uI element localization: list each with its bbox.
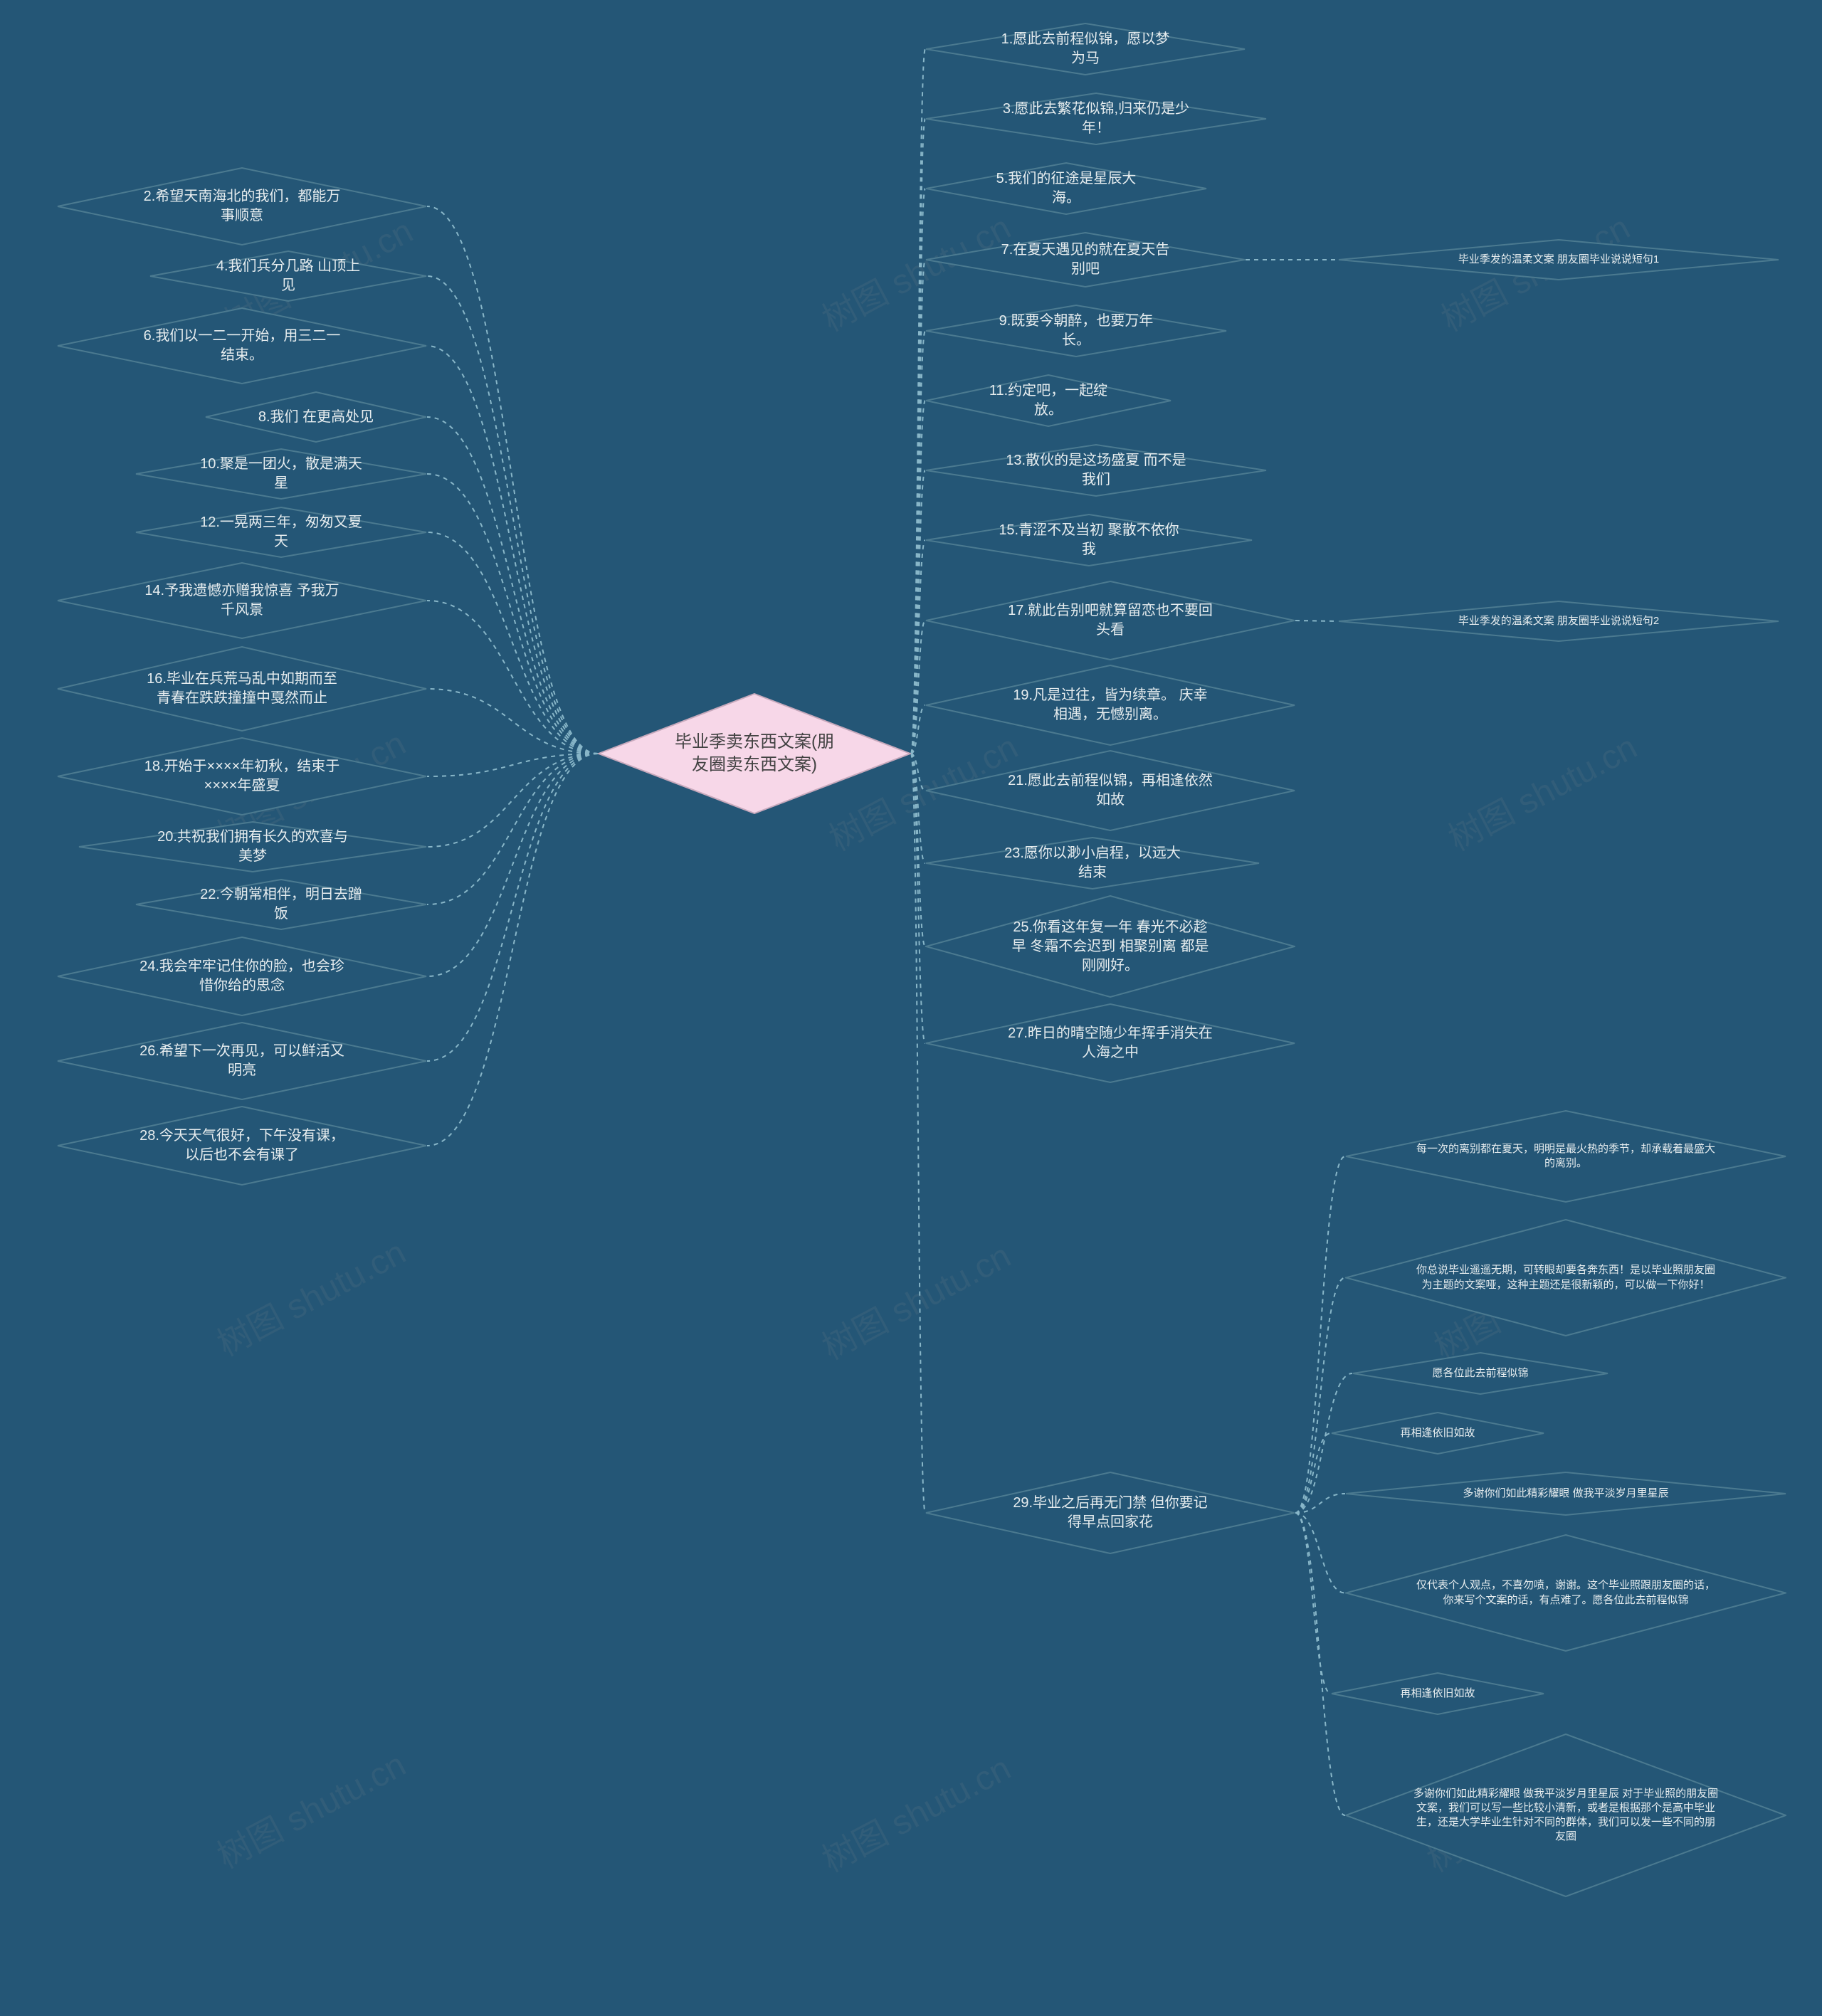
watermark: 树图 shutu.cn	[1438, 719, 1645, 860]
node-label: 20.共祝我们拥有长久的欢喜与美梦	[78, 821, 427, 872]
right-node: 5.我们的征途是星辰大海。	[925, 162, 1207, 215]
node-label: 23.愿你以渺小启程，以远大结束	[925, 837, 1260, 890]
node-label: 7.在夏天遇见的就在夏天告别吧	[925, 232, 1246, 287]
node-label: 多谢你们如此精彩耀眼 做我平淡岁月里星辰 对于毕业照的朋友圈文案，我们可以写一些…	[1345, 1733, 1786, 1897]
left-node: 18.开始于××××年初秋，结束于××××年盛夏	[57, 737, 427, 816]
right-node: 21.愿此去前程似锦，再相逢依然如故	[925, 750, 1295, 831]
left-node: 16.毕业在兵荒马乱中如期而至 青春在跌跌撞撞中戛然而止	[57, 646, 427, 732]
node-label: 再相逢依旧如故	[1331, 1672, 1544, 1715]
node-label: 17.就此告别吧就算留恋也不要回头看	[925, 581, 1295, 660]
node-label: 多谢你们如此精彩耀眼 做我平淡岁月里星辰	[1345, 1472, 1786, 1516]
node-label: 毕业季发的温柔文案 朋友圈毕业说说短句2	[1338, 601, 1779, 642]
left-node: 8.我们 在更高处见	[205, 391, 427, 443]
node-label: 4.我们兵分几路 山顶上见	[149, 250, 427, 302]
left-node: 4.我们兵分几路 山顶上见	[149, 250, 427, 302]
leaf-node: 多谢你们如此精彩耀眼 做我平淡岁月里星辰	[1345, 1472, 1786, 1516]
node-label: 13.散伙的是这场盛夏 而不是我们	[925, 444, 1267, 497]
node-label: 3.愿此去繁花似锦,归来仍是少年！	[925, 93, 1267, 145]
center-node: 毕业季卖东西文案(朋友圈卖东西文案)	[598, 693, 911, 814]
left-node: 28.今天天气很好，下午没有课，以后也不会有课了	[57, 1106, 427, 1186]
watermark: 树图 shutu.cn	[812, 1741, 1018, 1882]
node-label: 16.毕业在兵荒马乱中如期而至 青春在跌跌撞撞中戛然而止	[57, 646, 427, 732]
right-node: 13.散伙的是这场盛夏 而不是我们	[925, 444, 1267, 497]
node-label: 21.愿此去前程似锦，再相逢依然如故	[925, 750, 1295, 831]
node-label: 25.你看这年复一年 春光不必趁早 冬霜不会迟到 相聚别离 都是刚刚好。	[925, 895, 1295, 998]
node-label: 26.希望下一次再见，可以鲜活又明亮	[57, 1022, 427, 1100]
right-node: 29.毕业之后再无门禁 但你要记得早点回家花	[925, 1472, 1295, 1554]
leaf-node: 毕业季发的温柔文案 朋友圈毕业说说短句2	[1338, 601, 1779, 642]
node-label: 每一次的离别都在夏天，明明是最火热的季节，却承载着最盛大的离别。	[1345, 1110, 1786, 1203]
left-node: 6.我们以一二一开始，用三二一结束。	[57, 307, 427, 384]
right-node: 23.愿你以渺小启程，以远大结束	[925, 837, 1260, 890]
node-label: 1.愿此去前程似锦，愿以梦为马	[925, 23, 1246, 75]
left-node: 14.予我遗憾亦赠我惊喜 予我万千风景	[57, 562, 427, 639]
leaf-node: 再相逢依旧如故	[1331, 1672, 1544, 1715]
leaf-node: 多谢你们如此精彩耀眼 做我平淡岁月里星辰 对于毕业照的朋友圈文案，我们可以写一些…	[1345, 1733, 1786, 1897]
left-node: 26.希望下一次再见，可以鲜活又明亮	[57, 1022, 427, 1100]
right-node: 27.昨日的晴空随少年挥手消失在人海之中	[925, 1003, 1295, 1083]
right-node: 3.愿此去繁花似锦,归来仍是少年！	[925, 93, 1267, 145]
right-node: 19.凡是过往，皆为续章。 庆幸相遇，无憾别离。	[925, 665, 1295, 746]
node-label: 28.今天天气很好，下午没有课，以后也不会有课了	[57, 1106, 427, 1186]
right-node: 25.你看这年复一年 春光不必趁早 冬霜不会迟到 相聚别离 都是刚刚好。	[925, 895, 1295, 998]
leaf-node: 再相逢依旧如故	[1331, 1412, 1544, 1455]
node-label: 你总说毕业遥遥无期，可转眼却要各奔东西！是以毕业照朋友圈为主题的文案哑，这种主题…	[1345, 1219, 1786, 1336]
watermark: 树图 shutu.cn	[207, 1737, 414, 1878]
left-node: 2.希望天南海北的我们，都能万事顺意	[57, 167, 427, 246]
leaf-node: 每一次的离别都在夏天，明明是最火热的季节，却承载着最盛大的离别。	[1345, 1110, 1786, 1203]
node-label: 6.我们以一二一开始，用三二一结束。	[57, 307, 427, 384]
leaf-node: 愿各位此去前程似锦	[1352, 1352, 1608, 1395]
node-label: 毕业季卖东西文案(朋友圈卖东西文案)	[598, 693, 911, 814]
right-node: 1.愿此去前程似锦，愿以梦为马	[925, 23, 1246, 75]
node-label: 再相逢依旧如故	[1331, 1412, 1544, 1455]
node-label: 12.一晃两三年，匆匆又夏天	[135, 507, 427, 558]
watermark: 树图 shutu.cn	[207, 1225, 414, 1366]
left-node: 22.今朝常相伴，明日去蹭饭	[135, 879, 427, 930]
leaf-node: 你总说毕业遥遥无期，可转眼却要各奔东西！是以毕业照朋友圈为主题的文案哑，这种主题…	[1345, 1219, 1786, 1336]
node-label: 5.我们的征途是星辰大海。	[925, 162, 1207, 215]
leaf-node: 毕业季发的温柔文案 朋友圈毕业说说短句1	[1338, 239, 1779, 280]
node-label: 18.开始于××××年初秋，结束于××××年盛夏	[57, 737, 427, 816]
watermark: 树图 shutu.cn	[812, 1228, 1018, 1369]
leaf-node: 仅代表个人观点，不喜勿喷，谢谢。这个毕业照跟朋友圈的话，你来写个文案的话，有点难…	[1345, 1534, 1786, 1652]
node-label: 24.我会牢牢记住你的脸，也会珍惜你给的思念	[57, 936, 427, 1016]
node-label: 14.予我遗憾亦赠我惊喜 予我万千风景	[57, 562, 427, 639]
node-label: 27.昨日的晴空随少年挥手消失在人海之中	[925, 1003, 1295, 1083]
node-label: 愿各位此去前程似锦	[1352, 1352, 1608, 1395]
left-node: 10.聚是一团火，散是满天星	[135, 448, 427, 500]
node-label: 15.青涩不及当初 聚散不依你我	[925, 514, 1253, 566]
left-node: 24.我会牢牢记住你的脸，也会珍惜你给的思念	[57, 936, 427, 1016]
node-label: 22.今朝常相伴，明日去蹭饭	[135, 879, 427, 930]
node-label: 9.既要今朝醉，也要万年长。	[925, 305, 1227, 357]
node-label: 2.希望天南海北的我们，都能万事顺意	[57, 167, 427, 246]
node-label: 10.聚是一团火，散是满天星	[135, 448, 427, 500]
left-node: 12.一晃两三年，匆匆又夏天	[135, 507, 427, 558]
right-node: 11.约定吧，一起绽放。	[925, 374, 1171, 427]
node-label: 8.我们 在更高处见	[205, 391, 427, 443]
right-node: 15.青涩不及当初 聚散不依你我	[925, 514, 1253, 566]
node-label: 毕业季发的温柔文案 朋友圈毕业说说短句1	[1338, 239, 1779, 280]
node-label: 29.毕业之后再无门禁 但你要记得早点回家花	[925, 1472, 1295, 1554]
left-node: 20.共祝我们拥有长久的欢喜与美梦	[78, 821, 427, 872]
node-label: 仅代表个人观点，不喜勿喷，谢谢。这个毕业照跟朋友圈的话，你来写个文案的话，有点难…	[1345, 1534, 1786, 1652]
right-node: 17.就此告别吧就算留恋也不要回头看	[925, 581, 1295, 660]
mindmap-canvas: 树图 shutu.cn 树图 shutu.cn 树图 shutu.cn 树图 shut…	[0, 0, 1822, 2016]
node-label: 11.约定吧，一起绽放。	[925, 374, 1171, 427]
right-node: 7.在夏天遇见的就在夏天告别吧	[925, 232, 1246, 287]
node-label: 19.凡是过往，皆为续章。 庆幸相遇，无憾别离。	[925, 665, 1295, 746]
right-node: 9.既要今朝醉，也要万年长。	[925, 305, 1227, 357]
